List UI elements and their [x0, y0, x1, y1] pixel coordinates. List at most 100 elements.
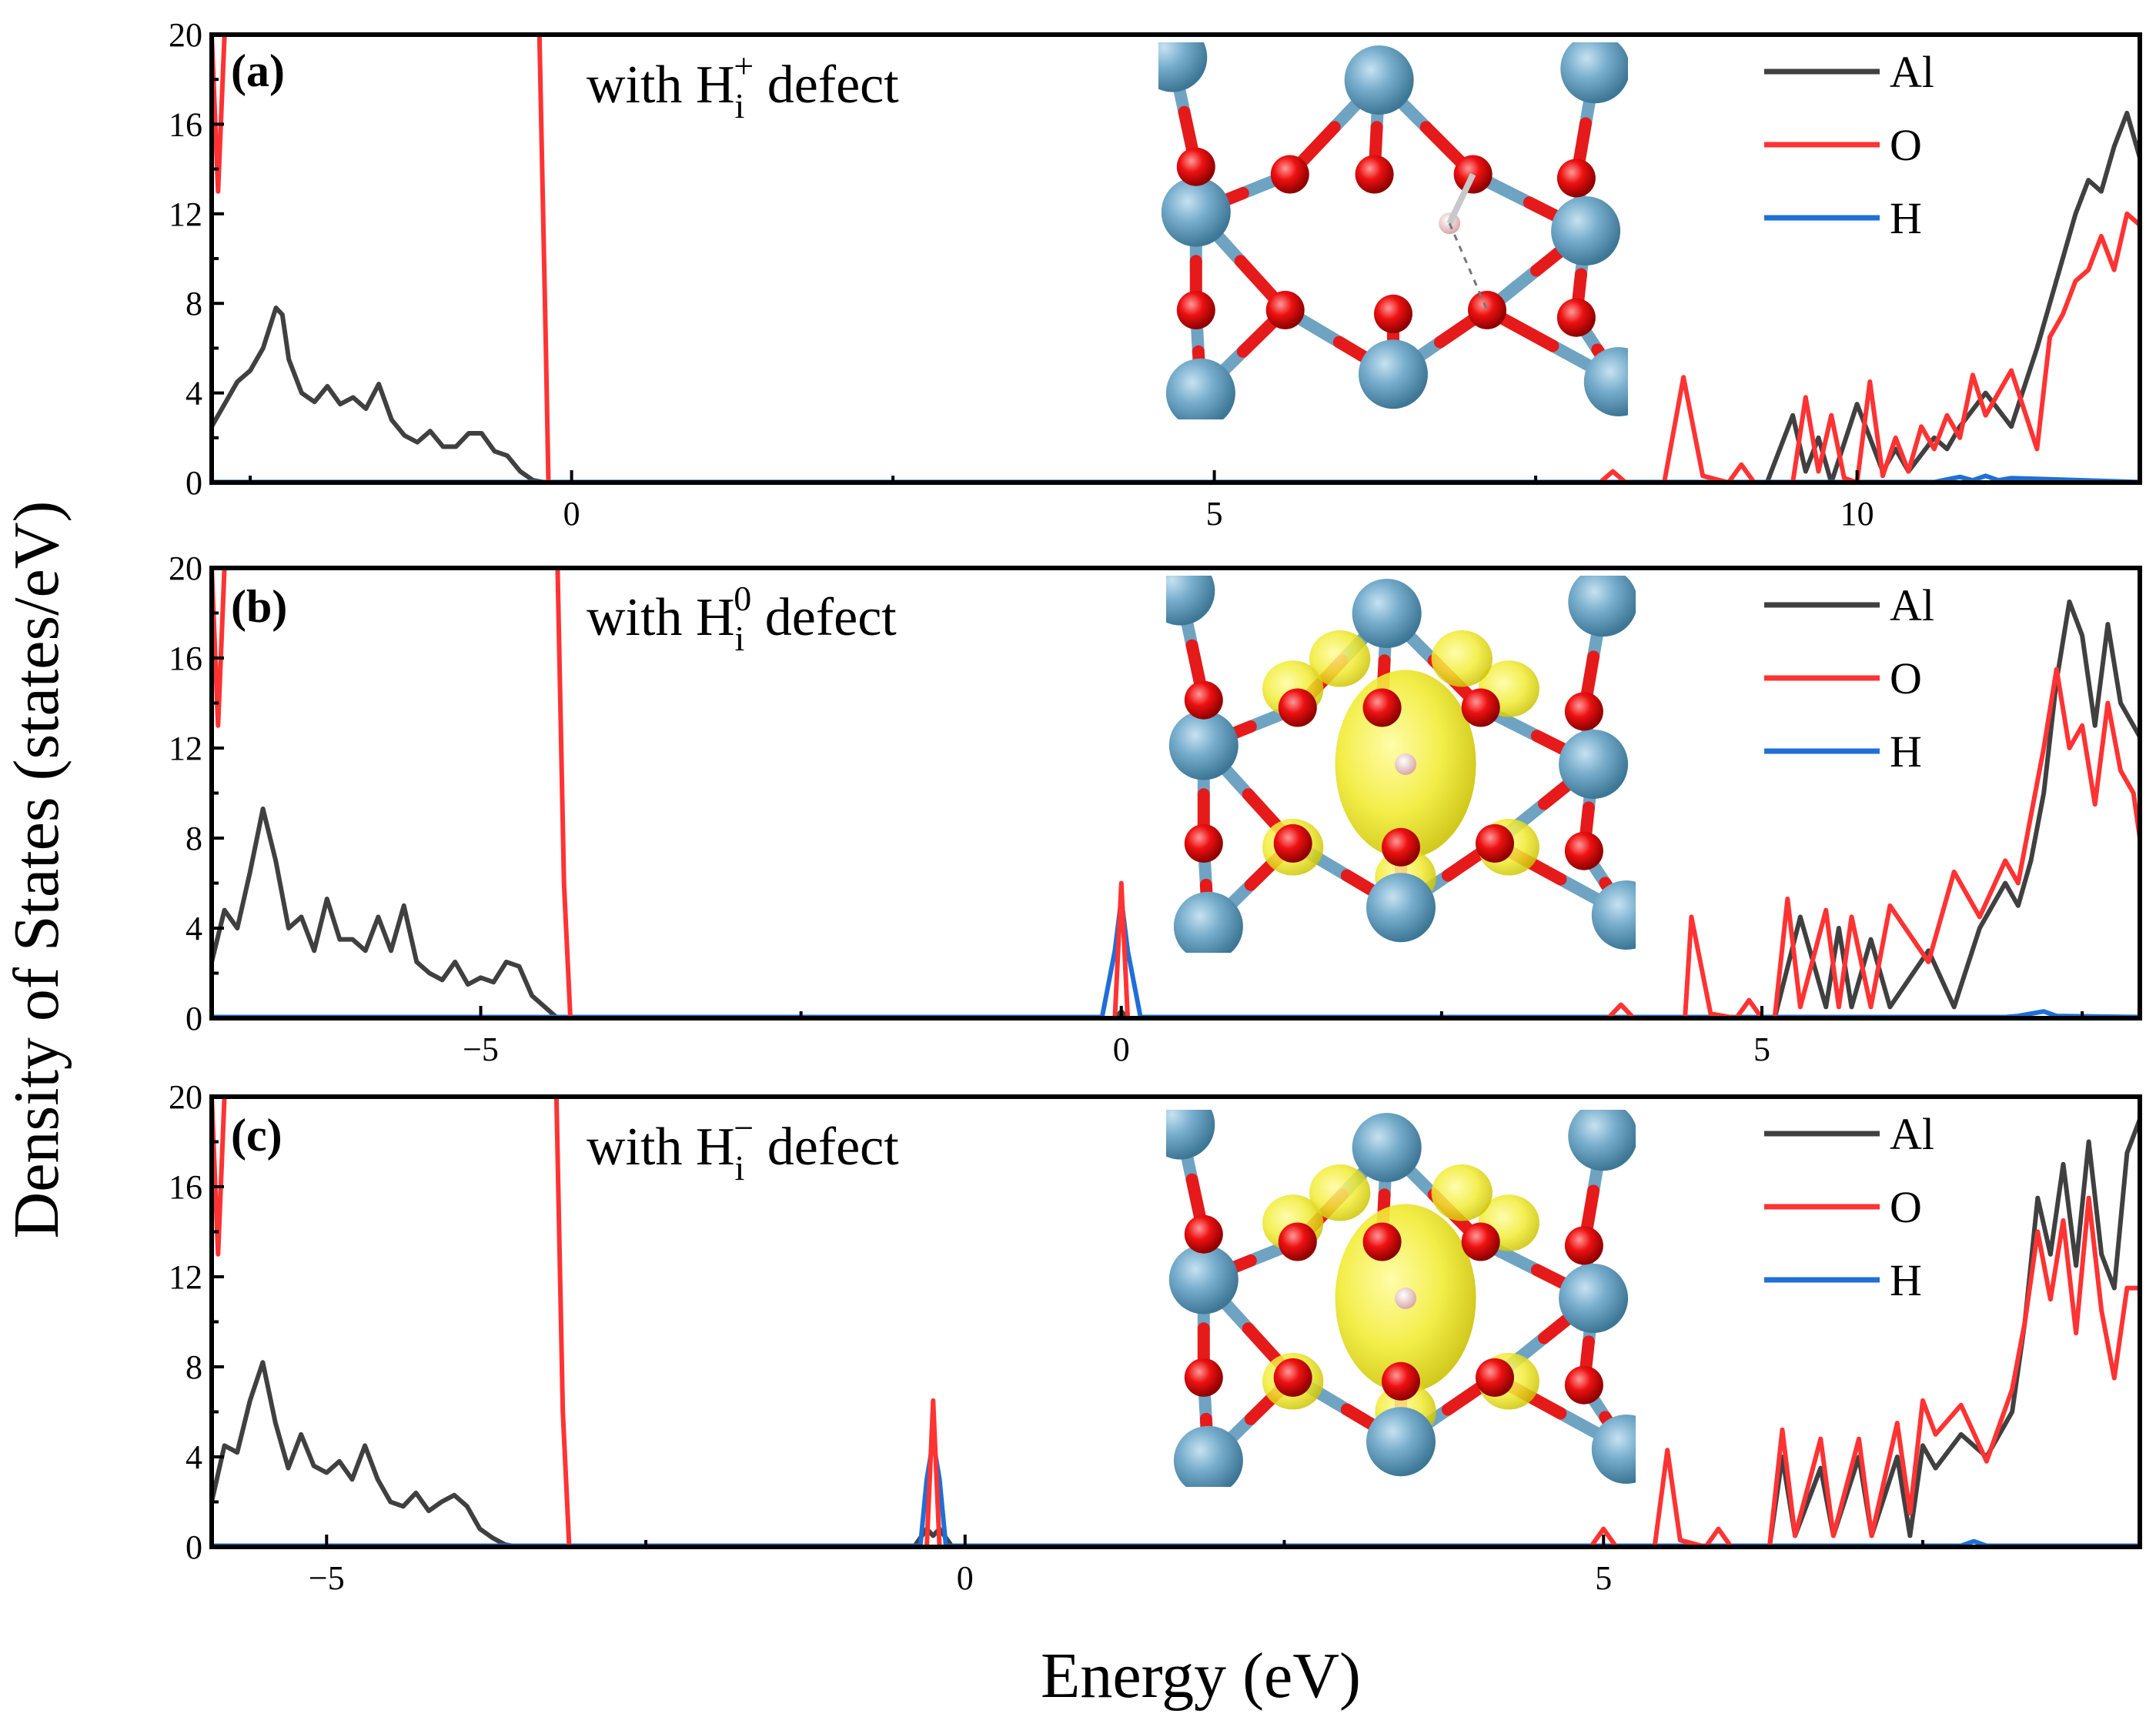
al-atom: [1168, 710, 1238, 780]
y-tick-label: 12: [169, 195, 202, 233]
y-tick-label: 12: [169, 730, 202, 767]
series-o-c: [212, 1097, 2140, 1547]
al-atom: [1166, 576, 1215, 626]
o-atom: [1278, 688, 1317, 727]
o-atom: [1273, 1358, 1312, 1397]
panel-a-x-ticks: 0 5 10: [249, 470, 1874, 533]
al-atom: [1168, 1244, 1238, 1314]
x-tick-label: 5: [1753, 1031, 1770, 1068]
legend-label-o: O: [1890, 653, 1922, 703]
legend-label-h: H: [1890, 193, 1922, 243]
charge-density-lobe: [1309, 630, 1371, 687]
o-atom: [1468, 290, 1506, 329]
al-atom: [1352, 579, 1422, 648]
series-al-a: [212, 110, 2140, 483]
al-atom: [1366, 1407, 1436, 1477]
panel-a-legend: Al OH: [1764, 47, 1934, 243]
y-tick-label: 12: [169, 1258, 202, 1296]
panel-c: 0 4 8 12 16 20 −5 0 5 (c) with Hi− defect Al OH: [169, 1078, 2142, 1597]
y-tick-label: 0: [186, 1528, 202, 1566]
panel-b-frame: [209, 566, 2142, 1020]
al-atom: [1559, 730, 1629, 799]
panel-c-curves: [212, 1097, 2140, 1547]
y-tick-label: 20: [169, 1078, 202, 1116]
panel-b-x-ticks: −5 0 5: [463, 1006, 2084, 1068]
o-atom: [1556, 298, 1596, 337]
panel-a-defect-label: with Hi+ defect: [587, 46, 899, 125]
o-atom: [1461, 688, 1500, 727]
al-atom: [1344, 45, 1414, 115]
o-atom: [1184, 1358, 1223, 1397]
series-al-b: [212, 599, 2140, 1018]
al-atom: [1568, 576, 1636, 637]
al-atom: [1366, 873, 1436, 943]
o-atom: [1176, 290, 1215, 329]
o-atom: [1176, 147, 1215, 186]
o-atom: [1270, 155, 1309, 194]
al-atom: [1173, 1425, 1243, 1487]
legend-label-h: H: [1890, 1255, 1922, 1305]
y-tick-label: 16: [169, 1168, 202, 1206]
x-tick-label: −5: [463, 1031, 499, 1068]
x-tick-label: 5: [1595, 1559, 1612, 1597]
series-h-c: [212, 1438, 2140, 1547]
panel-c-letter: (c): [231, 1110, 282, 1161]
al-atom: [1166, 1110, 1215, 1160]
panel-b-defect-label: with Hi0 defect: [587, 579, 897, 658]
al-atom: [1161, 177, 1231, 247]
y-tick-label: 0: [186, 464, 202, 502]
panel-c-y-ticks: 0 4 8 12 16 20: [169, 1078, 224, 1566]
legend-label-al: Al: [1890, 580, 1934, 630]
o-atom: [1362, 688, 1402, 727]
y-axis-title: Density of States (states/eV): [1, 501, 72, 1239]
oh-bond: [1446, 172, 1476, 225]
x-tick-label: −5: [309, 1559, 345, 1597]
legend-label-o: O: [1890, 120, 1922, 170]
legend-label-o: O: [1890, 1182, 1922, 1232]
al-atom: [1352, 1113, 1422, 1182]
o-atom: [1382, 827, 1420, 867]
o-atom: [1265, 290, 1305, 329]
al-atom: [1560, 42, 1628, 104]
y-tick-label: 16: [169, 105, 202, 143]
y-tick-label: 20: [169, 16, 202, 54]
al-atom: [1165, 358, 1235, 419]
o-atom: [1556, 159, 1596, 198]
al-atom: [1551, 196, 1621, 266]
legend-label-al: Al: [1890, 47, 1934, 97]
o-atom: [1476, 1358, 1514, 1397]
x-tick-label: 5: [1206, 495, 1223, 533]
series-al-c: [212, 1118, 2140, 1547]
x-tick-label: 0: [1113, 1031, 1130, 1068]
o-atom: [1273, 823, 1312, 863]
o-atom: [1362, 1222, 1402, 1261]
y-tick-label: 8: [186, 820, 202, 857]
charge-density-lobe: [1309, 1164, 1371, 1221]
panel-b-letter: (b): [231, 581, 287, 632]
series-o-b: [212, 568, 2140, 1018]
x-tick-label: 10: [1840, 495, 1874, 533]
charge-density-lobe: [1431, 1164, 1492, 1221]
y-tick-label: 8: [186, 285, 202, 322]
o-atom: [1476, 823, 1514, 863]
panel-a-structure-inset: [1158, 42, 1628, 419]
o-atom: [1184, 823, 1223, 863]
panel-a-y-ticks: 0 4 8 12 16 20: [169, 16, 224, 502]
legend-label-al: Al: [1890, 1109, 1934, 1159]
panel-c-x-ticks: −5 0 5: [309, 1535, 1924, 1597]
legend-label-h: H: [1890, 727, 1922, 777]
o-atom: [1382, 1361, 1420, 1401]
y-tick-label: 8: [186, 1348, 202, 1386]
panel-c-structure-inset: [1166, 1110, 1636, 1487]
o-atom: [1564, 831, 1603, 870]
panel-c-defect-label: with Hi− defect: [587, 1108, 899, 1188]
panel-b: 0 4 8 12 16 20 −5 0 5 (b) with Hi0 defect Al OH: [169, 550, 2142, 1068]
y-tick-label: 16: [169, 640, 202, 677]
o-atom: [1564, 1226, 1603, 1265]
panel-b-structure-inset: [1166, 576, 1636, 953]
x-axis-title: Energy (eV): [1041, 1640, 1361, 1712]
charge-density-lobe: [1431, 630, 1492, 687]
series-o-a: [212, 35, 2140, 483]
x-tick-label: 0: [563, 495, 580, 533]
